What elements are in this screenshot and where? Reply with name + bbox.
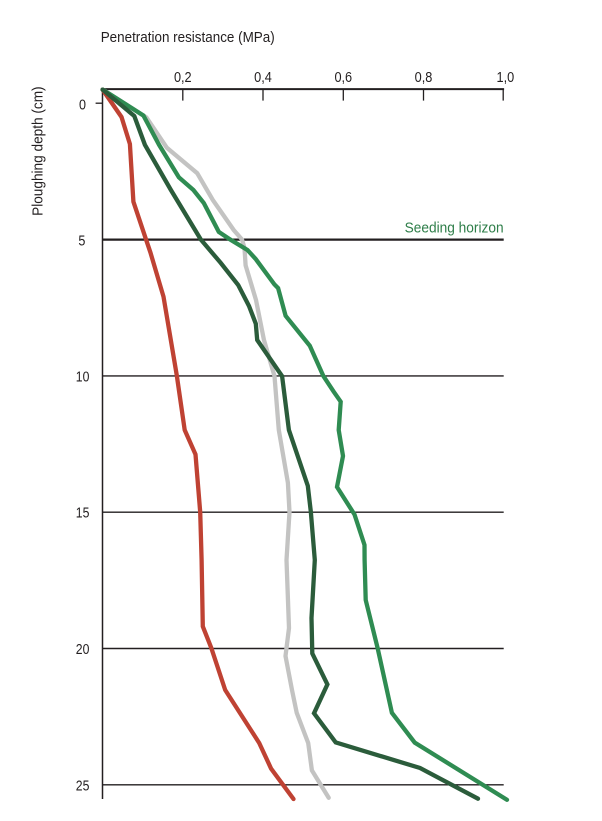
svg-text:15: 15	[76, 505, 90, 522]
svg-text:1,0: 1,0	[497, 69, 515, 86]
svg-text:0: 0	[79, 96, 86, 113]
svg-text:0,2: 0,2	[174, 69, 192, 86]
svg-text:0,4: 0,4	[254, 69, 272, 86]
svg-text:25: 25	[76, 777, 90, 794]
svg-text:Penetration resistance (MPa): Penetration resistance (MPa)	[101, 29, 275, 46]
svg-text:10: 10	[76, 368, 90, 385]
svg-text:Seeding horizon: Seeding horizon	[405, 220, 504, 236]
svg-text:0,8: 0,8	[415, 69, 433, 86]
svg-text:20: 20	[76, 641, 90, 658]
svg-text:5: 5	[78, 232, 85, 249]
svg-text:0,6: 0,6	[334, 69, 352, 86]
svg-text:Ploughing depth (cm): Ploughing depth (cm)	[30, 86, 47, 216]
